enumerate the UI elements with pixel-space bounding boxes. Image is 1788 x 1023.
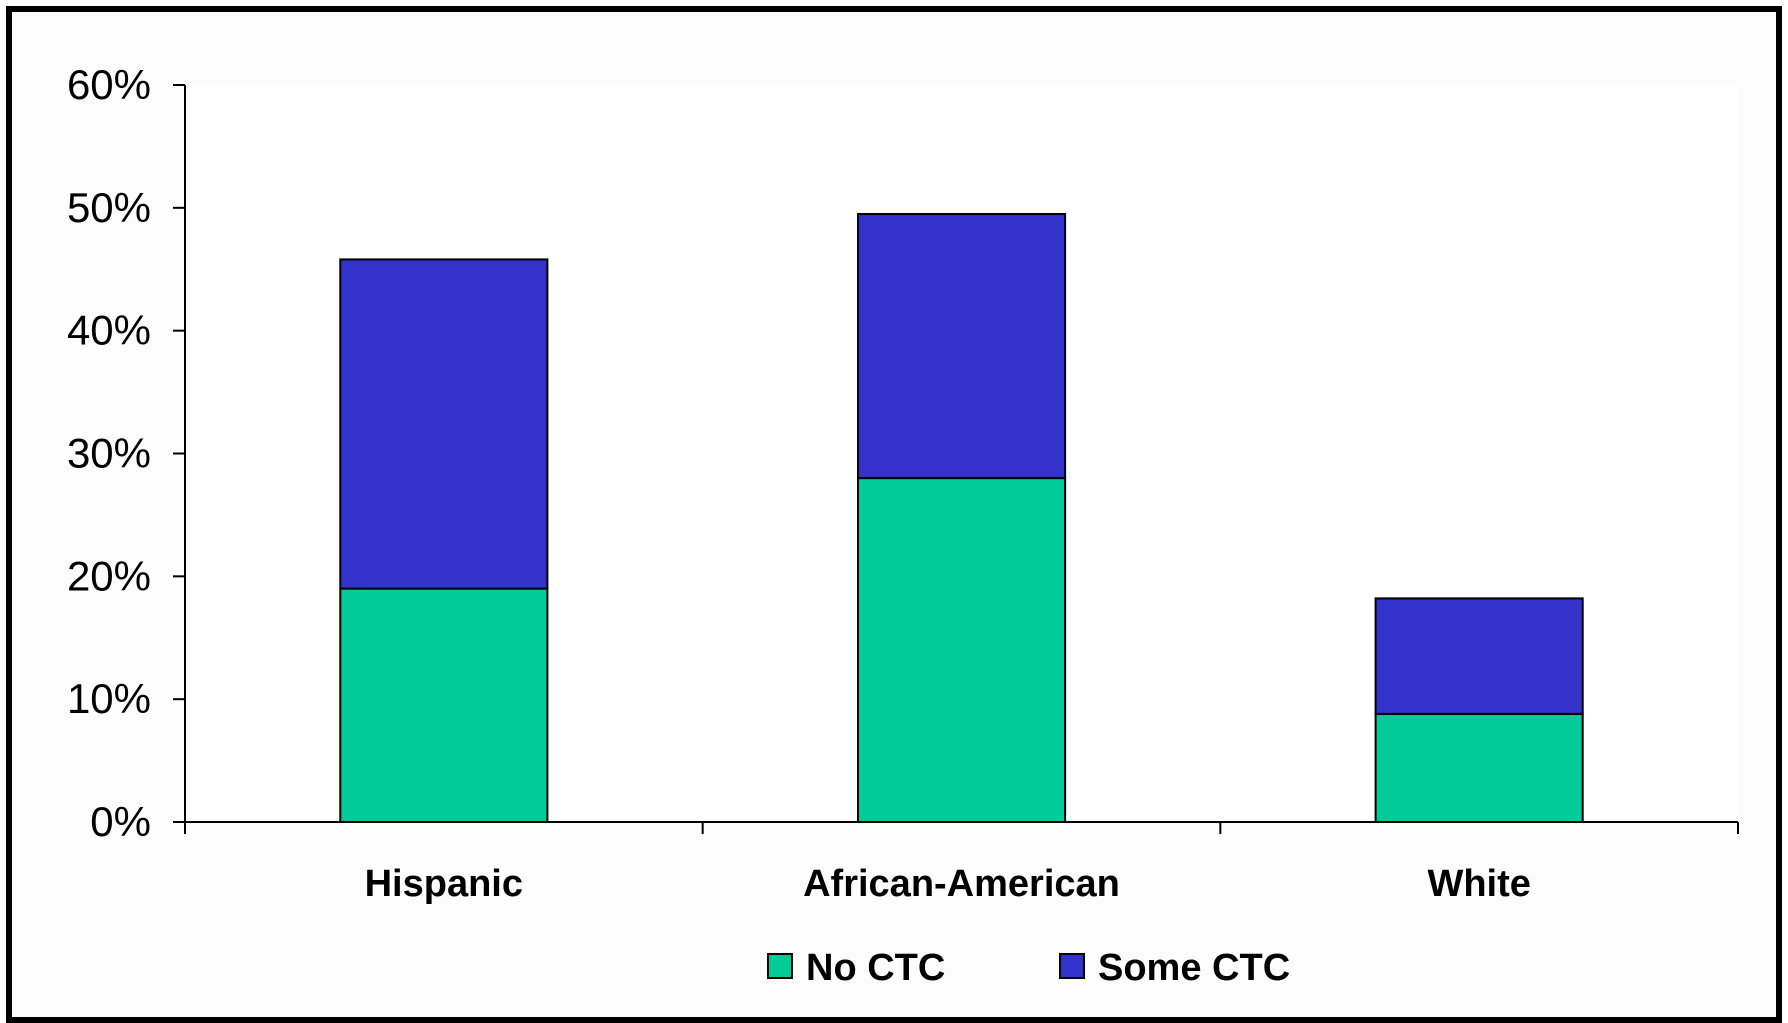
y-tick-label: 0%: [90, 798, 151, 845]
legend: No CTC Some CTC: [767, 947, 1290, 989]
bar-hispanic-some-ctc: [339, 258, 549, 590]
legend-label-no-ctc: No CTC: [806, 947, 945, 989]
x-label-white: White: [1427, 863, 1530, 905]
y-tick-label: 40%: [67, 307, 151, 354]
legend-swatch-no-ctc: [767, 953, 793, 979]
y-tick-label: 60%: [67, 61, 151, 108]
y-tick-label: 30%: [67, 430, 151, 477]
axes-group: [173, 84, 1739, 834]
x-category-labels: Hispanic African-American White: [365, 863, 1531, 905]
x-label-hispanic: Hispanic: [365, 863, 523, 905]
y-tick-label: 50%: [67, 184, 151, 231]
bar-african-american-some-ctc: [857, 213, 1067, 480]
bar-white-no-ctc: [1374, 712, 1584, 824]
y-tick-label: 20%: [67, 552, 151, 599]
bar-hispanic-no-ctc: [339, 587, 549, 823]
bar-white-some-ctc: [1374, 597, 1584, 715]
legend-label-some-ctc: Some CTC: [1098, 947, 1290, 989]
bar-african-american-no-ctc: [857, 477, 1067, 823]
y-tick-labels: 0% 10% 20% 30% 40% 50% 60%: [67, 61, 151, 845]
legend-swatch-some-ctc: [1059, 953, 1085, 979]
x-label-african-american: African-American: [803, 863, 1120, 905]
bars-group: [339, 213, 1584, 824]
y-tick-label: 10%: [67, 675, 151, 722]
